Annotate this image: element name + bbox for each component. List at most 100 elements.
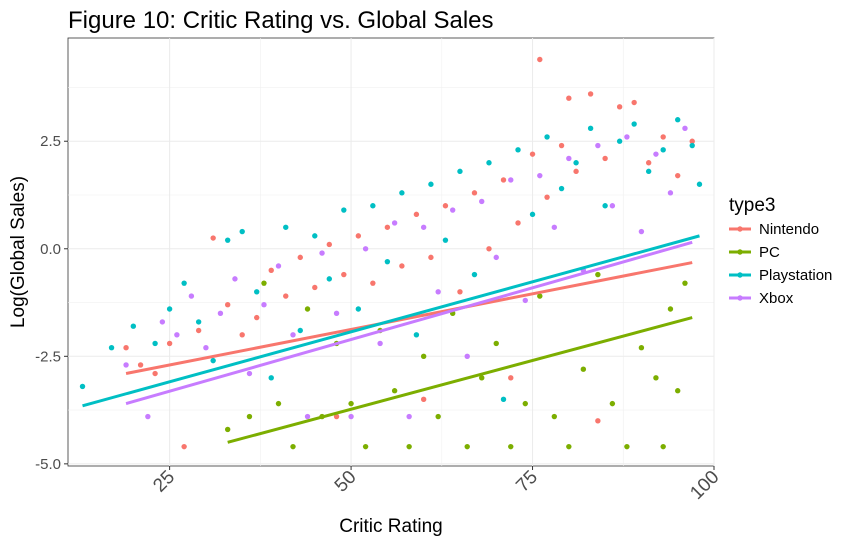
data-point-playstation xyxy=(471,271,478,278)
data-point-xbox xyxy=(406,413,412,420)
data-point-playstation xyxy=(500,396,507,403)
data-point-playstation xyxy=(268,375,274,381)
data-point-playstation xyxy=(239,228,245,235)
plot-panel xyxy=(67,37,715,467)
data-point-playstation xyxy=(283,224,289,230)
data-point-pc xyxy=(667,306,674,312)
data-point-pc xyxy=(493,340,499,347)
data-point-nintendo xyxy=(602,155,608,162)
data-point-xbox xyxy=(464,353,470,360)
data-point-nintendo xyxy=(486,246,492,252)
y-axis-title: Log(Global Sales) xyxy=(8,176,29,328)
data-point-xbox xyxy=(551,224,558,230)
trend-line-playstation xyxy=(82,234,700,408)
data-point-playstation xyxy=(355,306,362,312)
data-point-nintendo xyxy=(326,241,333,248)
data-point-nintendo xyxy=(587,91,594,97)
data-point-nintendo xyxy=(195,327,202,334)
trend-line-pc xyxy=(227,316,693,444)
data-point-playstation xyxy=(130,323,137,329)
data-point-nintendo xyxy=(123,345,129,351)
data-point-xbox xyxy=(246,370,253,377)
data-point-playstation xyxy=(529,211,536,218)
data-point-playstation xyxy=(79,383,86,390)
data-point-xbox xyxy=(566,155,572,162)
data-point-nintendo xyxy=(529,151,536,157)
data-point-playstation xyxy=(195,319,202,325)
data-point-pc xyxy=(246,413,253,420)
y-tick-label: -5.0 xyxy=(35,456,61,473)
data-point-pc xyxy=(435,413,441,420)
data-point-pc xyxy=(464,443,470,450)
data-point-xbox xyxy=(290,332,296,338)
x-axis-ticks: 25 50 75 100 xyxy=(149,466,724,504)
y-tick-label: 2.5 xyxy=(40,133,61,150)
legend-key-point xyxy=(737,295,743,301)
data-point-nintendo xyxy=(558,142,565,149)
data-point-nintendo xyxy=(312,284,318,291)
data-point-xbox xyxy=(377,340,383,347)
data-point-nintendo xyxy=(471,190,478,196)
data-point-xbox xyxy=(145,413,151,420)
data-point-pc xyxy=(675,388,681,394)
legend-key-point xyxy=(737,226,743,232)
data-point-nintendo xyxy=(210,235,216,241)
data-point-xbox xyxy=(304,413,311,420)
data-point-xbox xyxy=(493,254,499,261)
data-point-nintendo xyxy=(224,301,231,308)
data-point-nintendo xyxy=(254,314,260,321)
data-point-nintendo xyxy=(573,168,579,175)
data-point-xbox xyxy=(261,301,267,308)
data-point-nintendo xyxy=(239,332,245,338)
data-point-playstation xyxy=(166,306,173,312)
data-point-playstation xyxy=(486,160,492,166)
data-point-playstation xyxy=(660,147,666,153)
grid xyxy=(68,38,715,466)
data-point-pc xyxy=(537,293,543,299)
data-point-xbox xyxy=(449,207,456,213)
data-point-playstation xyxy=(224,237,231,243)
trend-line-nintendo xyxy=(125,261,693,375)
data-point-xbox xyxy=(203,345,209,351)
data-point-pc xyxy=(224,426,231,433)
data-point-xbox xyxy=(420,224,427,230)
data-point-xbox xyxy=(624,134,630,140)
legend-label: Nintendo xyxy=(759,221,819,238)
data-point-nintendo xyxy=(413,211,420,218)
data-point-playstation xyxy=(515,147,521,153)
data-point-nintendo xyxy=(515,220,521,226)
data-point-playstation xyxy=(544,134,550,140)
data-point-xbox xyxy=(348,413,354,420)
data-point-xbox xyxy=(508,177,514,183)
scatter-points xyxy=(79,56,703,450)
data-point-pc xyxy=(362,443,369,450)
data-point-playstation xyxy=(573,160,579,166)
data-point-xbox xyxy=(667,190,674,196)
data-point-playstation xyxy=(645,168,652,175)
legend-key-point xyxy=(737,249,743,255)
data-point-playstation xyxy=(413,332,420,338)
data-point-xbox xyxy=(232,276,238,282)
y-axis-ticks: -5.0 -2.5 0.0 2.5 xyxy=(35,133,68,473)
data-point-nintendo xyxy=(544,194,550,200)
x-axis-title: Critic Rating xyxy=(339,516,442,537)
data-point-pc xyxy=(551,413,558,420)
data-point-nintendo xyxy=(675,172,681,179)
data-point-pc xyxy=(660,443,666,450)
data-point-nintendo xyxy=(355,233,362,239)
data-point-playstation xyxy=(616,138,623,144)
data-point-nintendo xyxy=(137,362,144,368)
data-point-xbox xyxy=(159,319,166,325)
trend-line-xbox xyxy=(125,240,693,406)
data-point-nintendo xyxy=(508,375,514,381)
data-point-xbox xyxy=(609,203,616,209)
data-point-nintendo xyxy=(152,370,158,377)
data-point-nintendo xyxy=(660,134,666,140)
data-point-pc xyxy=(348,400,354,407)
data-point-xbox xyxy=(188,293,195,299)
data-point-pc xyxy=(391,388,398,394)
data-point-playstation xyxy=(689,142,695,149)
data-point-xbox xyxy=(391,220,398,226)
data-point-nintendo xyxy=(370,280,376,286)
